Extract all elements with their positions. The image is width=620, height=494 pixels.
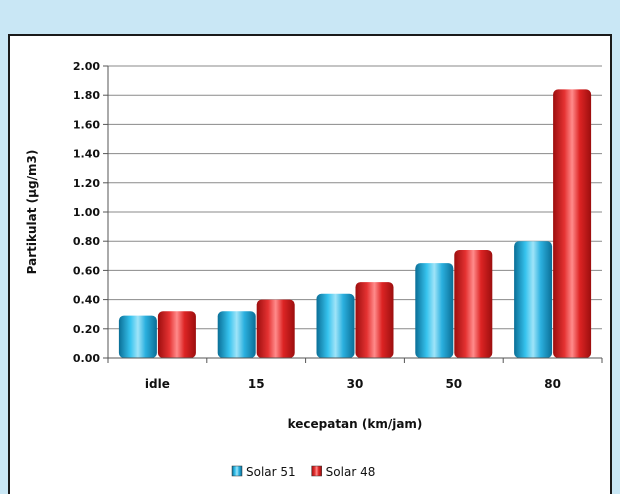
y-axis-title: Partikulat (µg/m3) [25,150,39,275]
legend-swatch [311,465,322,477]
bar-solar-48-idle [157,311,196,358]
bar-solar-48-80 [553,89,592,359]
y-tick-label: 1.00 [73,206,100,219]
chart-frame: 0.00 0.20 0.40 0.60 0.80 1.00 1.20 1.40 1.60 1.80… [8,34,612,494]
x-tick-label: 50 [445,377,462,391]
bar-solar-51-idle [118,315,157,358]
bar-solar-48-50 [454,249,493,358]
bar-solar-51-80 [514,241,553,358]
y-tick-label: 1.80 [73,89,100,102]
bars [118,89,592,359]
y-tick-label: 0.80 [73,235,100,248]
x-tick-label: 80 [544,377,561,391]
y-tick-label: 1.40 [73,148,100,161]
y-tick-label: 0.00 [73,352,100,365]
bar-solar-48-30 [355,282,394,358]
x-axis-title: kecepatan (km/jam) [288,417,423,431]
legend-label: Solar 48 [326,465,376,479]
x-tick-label: 15 [248,377,265,391]
y-tick-label: 2.00 [73,60,100,73]
bar-solar-48-15 [256,299,295,358]
bar-solar-51-15 [217,311,256,358]
y-tick-label: 0.20 [73,323,100,336]
y-tick-label: 1.60 [73,118,100,131]
y-tick-label: 0.60 [73,264,100,277]
x-tick-label: 30 [347,377,364,391]
bar-solar-51-30 [316,293,355,358]
bar-chart: 0.00 0.20 0.40 0.60 0.80 1.00 1.20 1.40 1.60 1.80… [25,60,603,479]
bar-solar-51-50 [415,263,454,358]
x-axis: idle 15 30 50 80 [107,66,603,391]
y-tick-label: 0.40 [73,294,100,307]
y-axis-ticks: 0.00 0.20 0.40 0.60 0.80 1.00 1.20 1.40 1.60 1.80… [73,60,108,365]
legend-swatch [231,465,243,477]
x-tick-label: idle [145,377,170,391]
legend-label: Solar 51 [246,465,296,479]
legend: Solar 51 Solar 48 [231,465,376,479]
y-tick-label: 1.20 [73,177,100,190]
